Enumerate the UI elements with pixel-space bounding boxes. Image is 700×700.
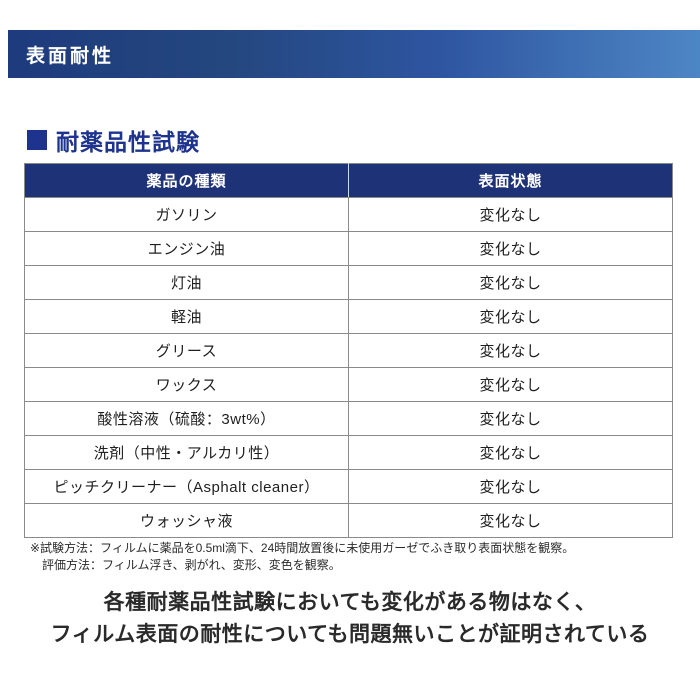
- table-row: 酸性溶液（硫酸：3wt%） 変化なし: [24, 401, 673, 436]
- table-cell: エンジン油: [24, 231, 349, 266]
- table-cell: 変化なし: [348, 333, 673, 368]
- table-header: 薬品の種類 表面状態: [24, 163, 673, 198]
- conclusion-line-2: フィルム表面の耐性についても問題無いことが証明されている: [50, 623, 650, 646]
- table-row: エンジン油 変化なし: [24, 231, 673, 266]
- table-header-row: 薬品の種類 表面状態: [24, 163, 673, 198]
- title-banner: 表面耐性: [8, 30, 700, 78]
- footnote-evaluation-method: 評価方法：フィルム浮き、剥がれ、変形、変色を観察。: [42, 558, 341, 572]
- table-cell: 変化なし: [348, 197, 673, 232]
- table-cell: ピッチクリーナー（Asphalt cleaner）: [24, 469, 349, 504]
- table-cell: グリース: [24, 333, 349, 368]
- table-cell: 変化なし: [348, 401, 673, 436]
- table-cell: 変化なし: [348, 469, 673, 504]
- table-cell: 変化なし: [348, 231, 673, 266]
- chemical-resistance-table: 薬品の種類 表面状態 ガソリン 変化なし エンジン油 変化なし 灯油 変化なし 軽油 変化なし…: [24, 163, 673, 538]
- table-row: 灯油 変化なし: [24, 265, 673, 300]
- table-cell: ガソリン: [24, 197, 349, 232]
- section-title: 耐薬品性試験: [56, 129, 200, 155]
- table-cell: 灯油: [24, 265, 349, 300]
- table-row: 洗剤（中性・アルカリ性） 変化なし: [24, 435, 673, 470]
- conclusion-statement: 各種耐薬品性試験においても変化がある物はなく、 フィルム表面の耐性についても問題…: [0, 587, 700, 651]
- table-cell: 変化なし: [348, 265, 673, 300]
- column-header-surface-condition: 表面状態: [348, 163, 673, 198]
- table-cell: ワックス: [24, 367, 349, 402]
- table-cell: 軽油: [24, 299, 349, 334]
- column-header-chemical-type: 薬品の種類: [24, 163, 349, 198]
- table-row: ワックス 変化なし: [24, 367, 673, 402]
- square-bullet-icon: [27, 130, 47, 150]
- section-heading: 耐薬品性試験: [27, 123, 200, 157]
- conclusion-line-1: 各種耐薬品性試験においても変化がある物はなく、: [103, 591, 597, 614]
- table-row: グリース 変化なし: [24, 333, 673, 368]
- footnote-test-method: ※試験方法：フィルムに薬品を0.5ml滴下、24時間放置後に未使用ガーゼでふき取…: [30, 541, 575, 555]
- table-row: ガソリン 変化なし: [24, 197, 673, 232]
- table-cell: 変化なし: [348, 435, 673, 470]
- table-cell: 酸性溶液（硫酸：3wt%）: [24, 401, 349, 436]
- table-row: ウォッシャ液 変化なし: [24, 503, 673, 538]
- table-row: ピッチクリーナー（Asphalt cleaner） 変化なし: [24, 469, 673, 504]
- table-cell: ウォッシャ液: [24, 503, 349, 538]
- footnote: ※試験方法：フィルムに薬品を0.5ml滴下、24時間放置後に未使用ガーゼでふき取…: [30, 540, 574, 574]
- table-cell: 変化なし: [348, 503, 673, 538]
- table-cell: 変化なし: [348, 299, 673, 334]
- banner-title: 表面耐性: [26, 45, 115, 67]
- table-row: 軽油 変化なし: [24, 299, 673, 334]
- table-body: ガソリン 変化なし エンジン油 変化なし 灯油 変化なし 軽油 変化なし グリース 変化なし ワック…: [24, 197, 673, 538]
- table-cell: 変化なし: [348, 367, 673, 402]
- table-cell: 洗剤（中性・アルカリ性）: [24, 435, 349, 470]
